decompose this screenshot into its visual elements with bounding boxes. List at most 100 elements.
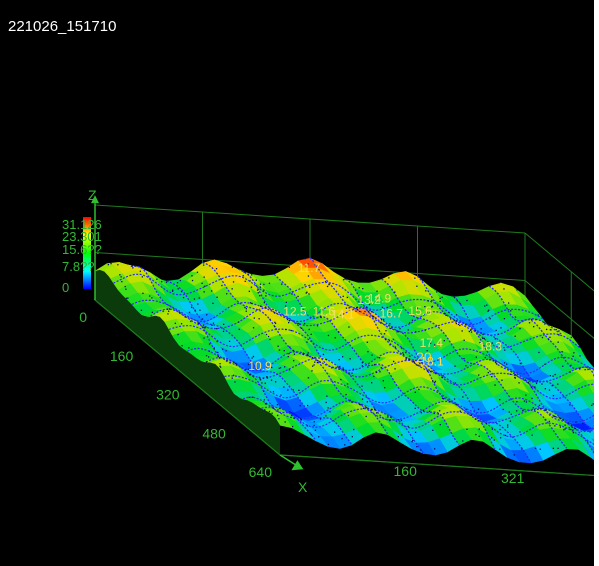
surface-dot [364, 310, 366, 313]
surface-dot [257, 292, 259, 294]
surface-dot [202, 324, 205, 326]
surface-dot [552, 447, 554, 449]
surface-dot [351, 436, 353, 438]
surface-dot [516, 401, 518, 403]
surface-dot [439, 424, 441, 426]
surface-dot [544, 363, 546, 365]
surface-dot [537, 408, 539, 410]
surface-dot [263, 390, 265, 392]
surface-dot [251, 274, 253, 276]
surface-dot [264, 382, 266, 384]
surface-dot [385, 338, 387, 341]
surface-dot [390, 416, 392, 418]
wall-grid-line [94, 204, 526, 234]
surface-dot [567, 422, 569, 425]
surface-dot [264, 409, 266, 411]
annotation-label: 17.4 [420, 336, 444, 350]
surface-dot [319, 361, 321, 363]
surface-dot [434, 382, 436, 384]
surface-dot [374, 364, 376, 366]
surface-dot [256, 289, 259, 291]
surface-dot [488, 309, 490, 311]
surface-dot [494, 338, 496, 340]
surface-dot [563, 429, 565, 431]
surface-dot [265, 402, 267, 405]
surface-dot [375, 371, 378, 374]
surface-dot [461, 330, 463, 332]
surface-dot [474, 330, 476, 332]
surface-dot [203, 264, 205, 266]
surface-dot [524, 379, 526, 381]
surface-skirt-front [95, 269, 280, 455]
surface-dot [304, 322, 306, 325]
annotation-label: 14.1 [331, 308, 355, 322]
surface-dot [271, 366, 273, 369]
surface-dot [558, 334, 560, 336]
surface-dot [193, 298, 196, 300]
surface-dot [287, 355, 289, 358]
surface-dot [554, 425, 556, 427]
surface-dot [361, 365, 363, 367]
surface-dot [465, 365, 467, 367]
surface-dot [482, 333, 484, 336]
surface-dot [131, 265, 133, 267]
surface-dot [369, 300, 371, 302]
surface-dot [344, 278, 346, 280]
surface-dot [217, 355, 219, 358]
surface-dot [587, 368, 589, 371]
surface-dot [216, 328, 218, 330]
surface-dot [288, 266, 290, 268]
surface-dot [507, 424, 509, 426]
surface-dot [307, 352, 309, 354]
surface-dot [334, 431, 336, 433]
surface-dot [525, 394, 527, 396]
surface-dot [431, 305, 434, 308]
window-title: 221026_151710 [8, 18, 117, 35]
surface-dot [226, 293, 228, 295]
surface-dot [547, 338, 550, 341]
surface-dot [117, 264, 119, 266]
surface-dot [306, 353, 309, 356]
colorbar-label: 23.301 [62, 229, 102, 244]
surface-dot [570, 364, 572, 367]
surface-dot [132, 267, 134, 269]
surface-dot [361, 385, 363, 387]
surface-dot [247, 273, 249, 275]
surface-dot [166, 308, 168, 310]
surface-dot [280, 394, 282, 396]
surface-dot [489, 318, 491, 320]
surface-dot [292, 389, 294, 391]
surface-dot [259, 283, 262, 285]
surface-dot [575, 421, 577, 423]
surface-dot [454, 365, 456, 367]
surface-dot [272, 391, 275, 393]
surface-dot [416, 285, 418, 287]
surface-dot [531, 318, 533, 321]
surface-dot [413, 362, 416, 364]
surface-dot [491, 428, 494, 430]
surface-dot [388, 340, 390, 342]
surface-dot [384, 387, 386, 389]
surface-dot [211, 324, 213, 326]
surface-dot [271, 412, 273, 414]
surface-dot [531, 434, 533, 436]
surface-dot [306, 425, 308, 427]
surface-dot [276, 404, 279, 406]
surface-dot [268, 410, 271, 413]
mesh-line [131, 299, 563, 336]
surface-dot [535, 319, 537, 321]
surface-dot [351, 401, 353, 404]
surface-dot [177, 333, 179, 336]
surface-dot [570, 336, 572, 339]
frame-edge [94, 299, 281, 456]
surface-dot [270, 379, 273, 381]
surface-dot [418, 361, 420, 363]
surface-dot [519, 327, 521, 330]
surface-dot [313, 424, 315, 427]
surface-dot [475, 356, 477, 358]
y-tick-label: 321 [501, 470, 525, 486]
surface-dot [474, 418, 477, 420]
surface-dot [379, 371, 381, 373]
